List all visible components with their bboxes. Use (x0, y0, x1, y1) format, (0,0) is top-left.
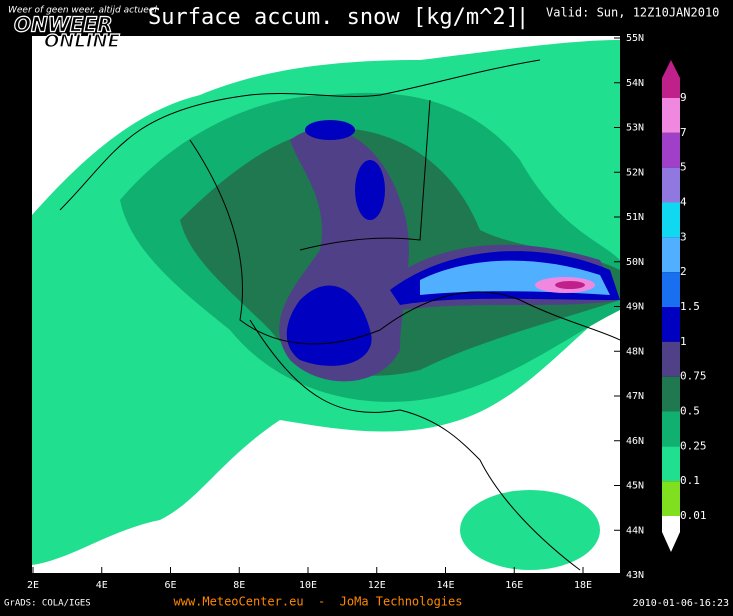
legend-label: 1 (680, 335, 687, 348)
lat-label: 50N (626, 257, 644, 268)
legend-swatch (662, 98, 680, 133)
lon-label: 10E (299, 580, 317, 591)
legend-label: 3 (680, 230, 687, 243)
lat-label: 48N (626, 346, 644, 357)
lat-label: 52N (626, 167, 644, 178)
legend-swatch (662, 132, 680, 168)
legend-swatch (662, 202, 680, 238)
lat-label: 53N (626, 123, 644, 134)
lat-label: 44N (626, 525, 644, 536)
lon-label: 18E (574, 580, 592, 591)
legend-cap (662, 516, 680, 552)
legend-swatch (662, 272, 680, 307)
legend-label: 1.5 (680, 300, 700, 313)
legend-swatch (662, 341, 680, 377)
legend-label: 7 (680, 126, 687, 139)
lon-label: 16E (505, 580, 523, 591)
lat-label: 45N (626, 481, 644, 492)
legend-swatch (662, 376, 680, 412)
legend-label: 0.5 (680, 405, 700, 418)
lon-label: 2E (27, 580, 39, 591)
legend-label: 4 (680, 196, 687, 209)
map-area (32, 36, 621, 573)
legend-label: 0.01 (680, 509, 707, 522)
legend-swatch (662, 237, 680, 273)
footer-source: GrADS: COLA/IGES (4, 599, 91, 609)
logo-line2: ONLINE (44, 31, 121, 52)
title-separator: | (516, 5, 529, 30)
logo-line1: ONWEER (14, 13, 113, 37)
legend-label: 0.75 (680, 370, 707, 383)
legend-swatch (662, 446, 680, 482)
lon-label: 8E (233, 580, 245, 591)
lat-label: 47N (626, 391, 644, 402)
legend-cap (662, 60, 680, 98)
lon-label: 12E (368, 580, 386, 591)
valid-time: Valid: Sun, 12Z10JAN2010 (546, 6, 719, 20)
footer-date: 2010-01-06-16:23 (633, 598, 729, 609)
legend-label: 5 (680, 161, 687, 174)
legend-label: 2 (680, 265, 687, 278)
legend-label: 0.1 (680, 474, 700, 487)
logo-tagline: Weer of geen weer, altijd actueel (8, 6, 157, 16)
legend-swatch (662, 167, 680, 203)
lat-label: 43N (626, 570, 644, 581)
legend-label: 0.25 (680, 439, 707, 452)
legend-swatch (662, 307, 680, 342)
lon-label: 14E (436, 580, 454, 591)
legend-swatch (662, 411, 680, 447)
lat-label: 49N (626, 302, 644, 313)
footer-site: www.MeteoCenter.eu - JoMa Technologies (174, 595, 463, 609)
color-legend: 9 7 5 4 3 2 1.5 1 0.75 0.5 0.25 0.1 0.01 (662, 60, 707, 552)
lat-label: 46N (626, 436, 644, 447)
lat-label: 51N (626, 212, 644, 223)
legend-label: 9 (680, 91, 687, 104)
lon-label: 4E (96, 580, 108, 591)
map-title: Surface accum. snow [kg/m^2] (148, 5, 519, 30)
lat-label: 55N (626, 33, 644, 44)
lon-label: 6E (164, 580, 176, 591)
legend-swatch (662, 481, 680, 516)
lat-label: 54N (626, 78, 644, 89)
